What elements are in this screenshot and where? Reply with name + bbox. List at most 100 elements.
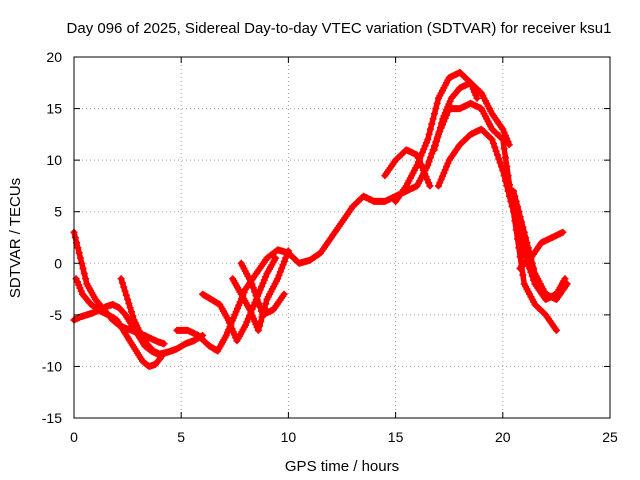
data-point (71, 234, 79, 241)
data-point (262, 273, 270, 281)
data-point (80, 270, 88, 278)
data-point (257, 317, 265, 325)
x-tick-label: 15 (388, 429, 404, 445)
data-point (434, 133, 442, 141)
data-point (519, 271, 527, 279)
data-point (129, 312, 137, 320)
data-point (530, 264, 538, 272)
data-point (520, 228, 528, 236)
data-point (426, 182, 434, 190)
data-point (233, 304, 241, 312)
data-point (441, 166, 449, 174)
grid-lines (74, 57, 610, 418)
data-point (117, 275, 125, 283)
data-point (430, 110, 438, 118)
data-point (429, 115, 437, 123)
data-point (501, 177, 509, 185)
y-tick-label: 0 (54, 255, 62, 271)
data-point (444, 159, 452, 167)
y-tick-label: 20 (46, 49, 62, 65)
data-point (505, 141, 513, 149)
data-point (552, 326, 560, 334)
data-point (262, 300, 270, 308)
data-point (254, 326, 262, 334)
data-point (432, 105, 440, 113)
series-line-s13 (435, 126, 568, 303)
data-point (253, 295, 261, 303)
y-axis-label: SDTVAR / TECUs (7, 178, 24, 298)
data-point (256, 286, 264, 294)
data-point (76, 254, 84, 262)
data-point (122, 291, 130, 299)
data-point (422, 139, 430, 147)
data-point (121, 287, 129, 295)
x-tick-label: 10 (281, 429, 297, 445)
data-point (259, 279, 267, 287)
data-point (495, 155, 503, 163)
data-point (500, 145, 508, 153)
data-point (516, 213, 524, 221)
y-tick-label: 15 (46, 101, 62, 117)
data-point (416, 155, 424, 163)
plot-frame (73, 56, 611, 419)
y-tick-label: -5 (50, 307, 63, 323)
data-point (492, 147, 500, 155)
data-point (500, 172, 508, 180)
data-point (434, 182, 442, 190)
data-point (491, 143, 499, 151)
y-tick-label: -15 (42, 410, 62, 426)
data-point (510, 187, 518, 195)
data-point (120, 283, 128, 291)
data-point (496, 159, 504, 167)
data-point (252, 292, 260, 300)
data-point (511, 192, 519, 200)
data-point (127, 308, 135, 316)
data-point (232, 308, 240, 316)
data-point (280, 257, 288, 265)
data-point (242, 321, 250, 329)
data-point (489, 139, 497, 147)
data-point (428, 150, 436, 158)
data-point (559, 228, 567, 236)
data-point (283, 250, 291, 258)
data-point (512, 197, 520, 205)
data-point (124, 295, 132, 303)
data-point (280, 290, 288, 298)
tick-marks: 0 5 10 15 20 25 -15 -10 -5 0 5 10 15 20 (42, 49, 618, 445)
data-point (436, 179, 444, 187)
data-point (518, 218, 526, 226)
data-point (118, 279, 126, 287)
data-point (421, 142, 429, 150)
data-point (431, 141, 439, 149)
data-point (272, 254, 280, 262)
data-point (231, 311, 239, 319)
data-point (243, 318, 251, 326)
data-point (235, 301, 243, 309)
data-series (70, 68, 571, 370)
data-point (250, 302, 258, 310)
data-point (523, 239, 531, 247)
data-point (561, 275, 569, 283)
data-point (120, 309, 128, 317)
data-point (249, 284, 257, 292)
data-point (436, 124, 444, 132)
data-point (425, 157, 433, 165)
data-point (438, 119, 446, 127)
data-point (428, 120, 436, 128)
data-point (515, 208, 523, 216)
data-point (563, 280, 571, 288)
data-point (79, 264, 87, 272)
data-point (440, 169, 448, 177)
data-point (276, 268, 284, 276)
data-point (522, 234, 530, 241)
data-point (501, 154, 509, 162)
data-point (279, 261, 287, 269)
data-point (413, 161, 421, 169)
data-point (527, 254, 535, 262)
data-point (274, 275, 282, 283)
data-point (499, 166, 507, 174)
data-point (524, 244, 532, 252)
data-point (493, 151, 501, 159)
data-point (503, 182, 511, 190)
